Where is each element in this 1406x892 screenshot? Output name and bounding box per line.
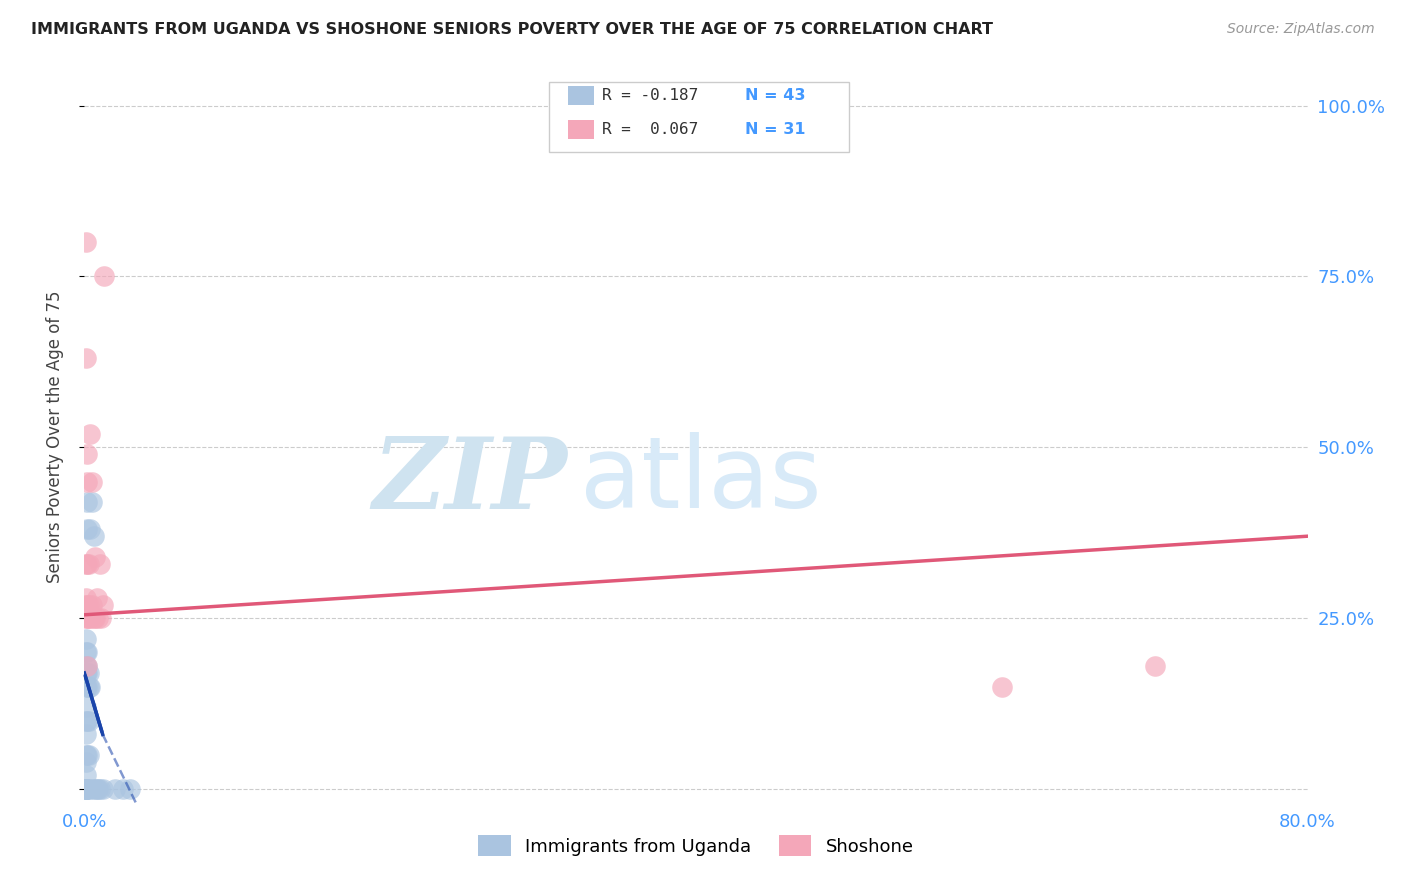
Point xyxy=(84,611,107,625)
Point xyxy=(76,747,98,762)
Legend: Immigrants from Uganda, Shoshone: Immigrants from Uganda, Shoshone xyxy=(471,828,921,863)
Point xyxy=(104,782,127,797)
Point xyxy=(75,747,97,762)
Point xyxy=(991,680,1014,694)
Point xyxy=(75,755,97,769)
Point xyxy=(76,598,98,612)
Point xyxy=(120,782,142,797)
Point xyxy=(76,665,98,680)
Point xyxy=(75,665,97,680)
Point xyxy=(75,782,97,797)
Point xyxy=(80,782,103,797)
Point xyxy=(76,659,98,673)
Point xyxy=(79,611,101,625)
Text: IMMIGRANTS FROM UGANDA VS SHOSHONE SENIORS POVERTY OVER THE AGE OF 75 CORRELATIO: IMMIGRANTS FROM UGANDA VS SHOSHONE SENIO… xyxy=(31,22,993,37)
Point xyxy=(76,659,98,673)
Point xyxy=(84,782,107,797)
Point xyxy=(75,235,97,250)
Point xyxy=(75,700,97,714)
Point xyxy=(84,549,107,564)
Point xyxy=(77,598,100,612)
Point xyxy=(75,782,97,797)
Point xyxy=(77,665,100,680)
Text: atlas: atlas xyxy=(579,433,821,530)
Point xyxy=(77,604,100,618)
Point xyxy=(89,557,111,571)
Point xyxy=(76,447,98,461)
Text: ZIP: ZIP xyxy=(373,433,568,529)
FancyBboxPatch shape xyxy=(550,82,849,152)
Text: N = 43: N = 43 xyxy=(745,88,806,103)
Point xyxy=(75,714,97,728)
FancyBboxPatch shape xyxy=(568,87,595,105)
Point xyxy=(75,591,97,605)
Point xyxy=(76,495,98,509)
Point xyxy=(75,680,97,694)
Point xyxy=(75,611,97,625)
Point xyxy=(76,680,98,694)
Point xyxy=(80,475,103,489)
Point xyxy=(76,475,98,489)
Point xyxy=(77,747,100,762)
Point xyxy=(75,351,97,366)
Point xyxy=(76,611,98,625)
Point xyxy=(1143,659,1166,673)
Point xyxy=(76,557,98,571)
Point xyxy=(80,495,103,509)
Point xyxy=(87,611,110,625)
Point xyxy=(75,768,97,782)
Point xyxy=(76,714,98,728)
Point xyxy=(89,782,111,797)
Point xyxy=(91,782,114,797)
Point xyxy=(75,659,97,673)
Point xyxy=(75,782,97,797)
Point xyxy=(91,598,114,612)
Point xyxy=(75,598,97,612)
Point xyxy=(86,591,108,605)
Point xyxy=(83,529,105,543)
Point xyxy=(79,522,101,536)
Point xyxy=(111,782,134,797)
Point xyxy=(80,598,103,612)
Point xyxy=(90,611,112,625)
Text: N = 31: N = 31 xyxy=(745,122,806,137)
Point xyxy=(75,782,97,797)
FancyBboxPatch shape xyxy=(568,120,595,139)
Point xyxy=(76,782,98,797)
Point xyxy=(77,557,100,571)
Point xyxy=(77,680,100,694)
Y-axis label: Seniors Poverty Over the Age of 75: Seniors Poverty Over the Age of 75 xyxy=(45,291,63,583)
Point xyxy=(87,782,110,797)
Point xyxy=(75,645,97,659)
Point xyxy=(75,727,97,741)
Point xyxy=(79,680,101,694)
Point xyxy=(75,557,97,571)
Point xyxy=(75,782,97,797)
Point xyxy=(86,782,108,797)
Point xyxy=(77,782,100,797)
Point xyxy=(76,522,98,536)
Text: R =  0.067: R = 0.067 xyxy=(602,122,697,137)
Point xyxy=(93,269,115,284)
Point xyxy=(76,645,98,659)
Point xyxy=(83,611,105,625)
Point xyxy=(77,714,100,728)
Point xyxy=(79,426,101,441)
Point xyxy=(75,632,97,646)
Text: R = -0.187: R = -0.187 xyxy=(602,88,697,103)
Point xyxy=(77,611,100,625)
Text: Source: ZipAtlas.com: Source: ZipAtlas.com xyxy=(1227,22,1375,37)
